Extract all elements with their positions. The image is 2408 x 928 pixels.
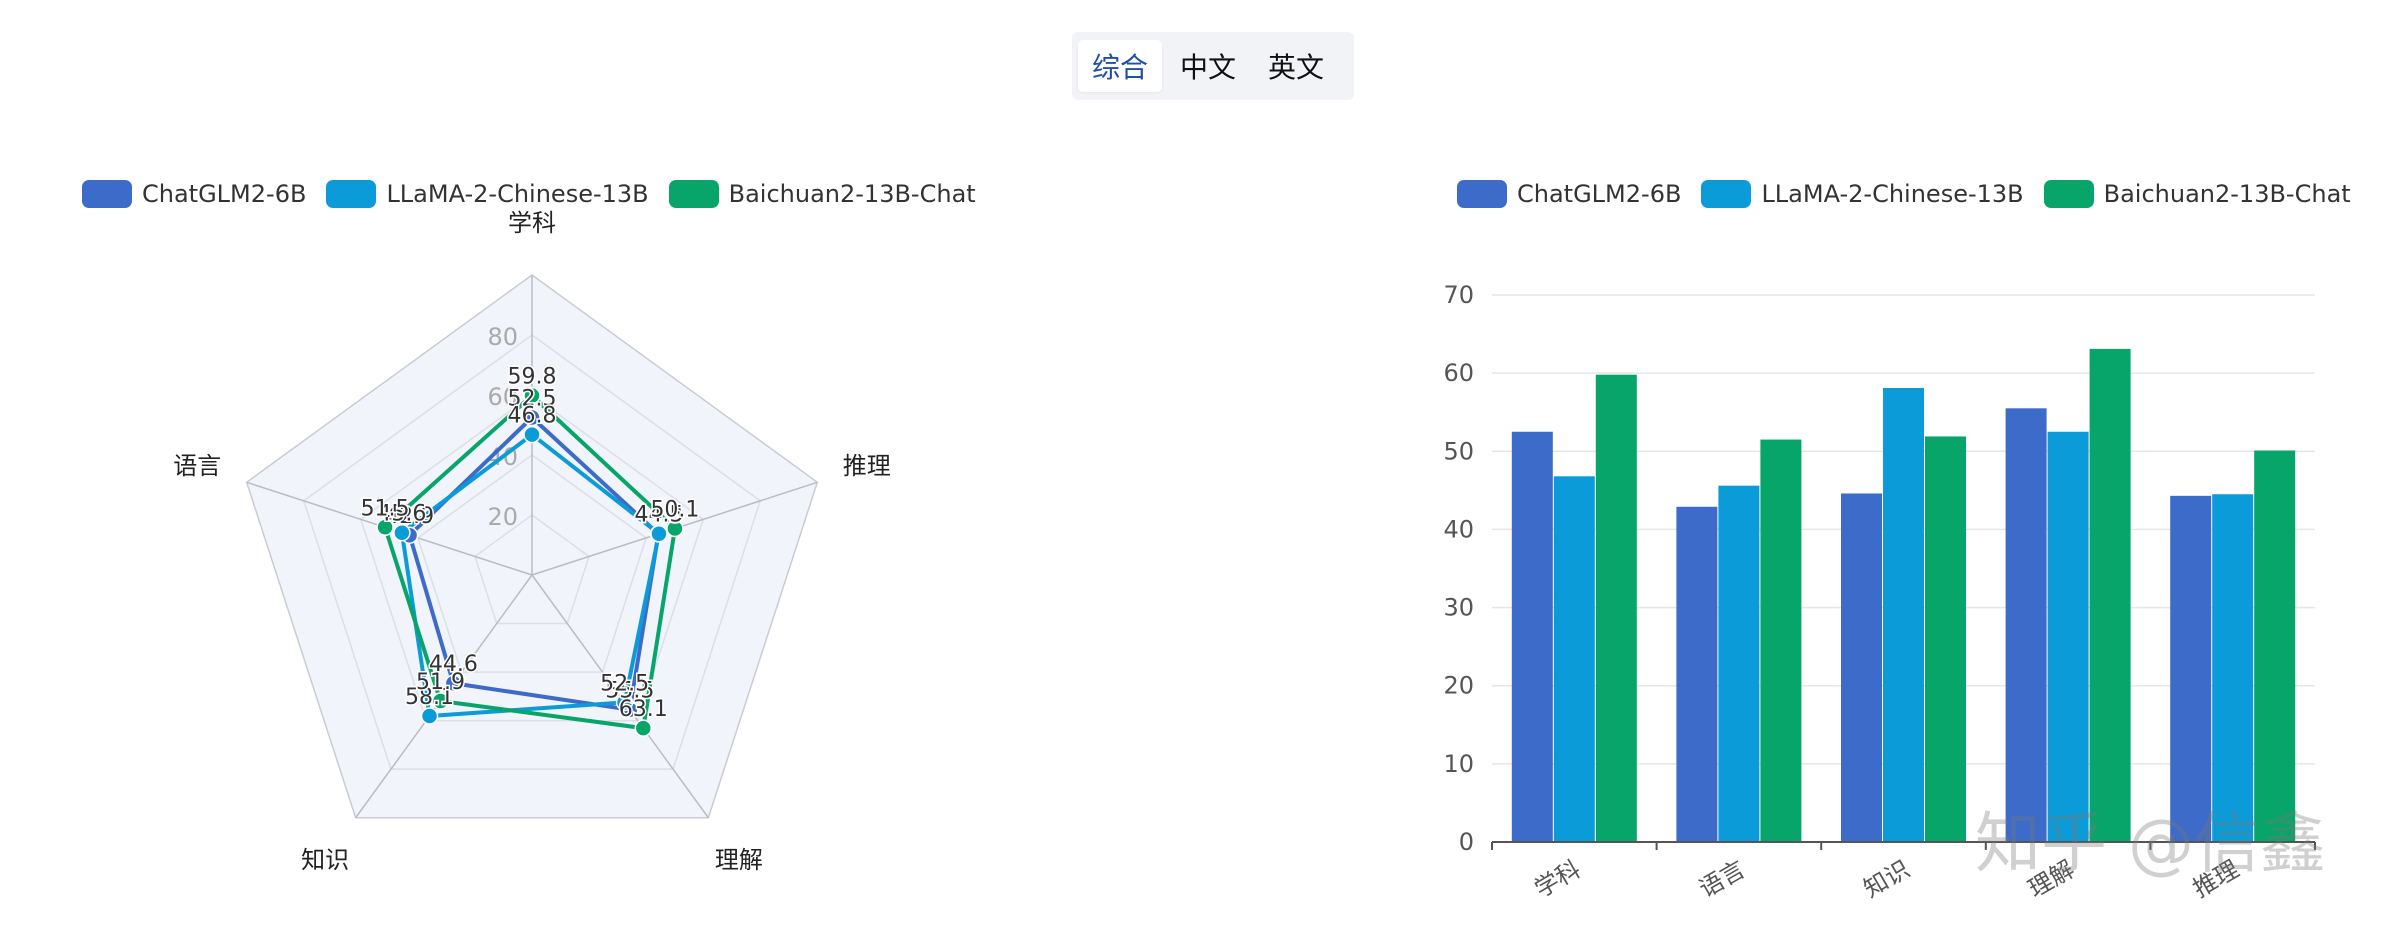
y-tick-label: 40 [1443,515,1474,543]
radar-value-label: 44.6 [429,652,478,677]
radar-value-label: 45.6 [377,502,426,527]
y-tick-label: 10 [1443,750,1474,778]
legend-label: ChatGLM2-6B [1517,180,1682,208]
bar [2005,408,2047,842]
legend-swatch [1457,180,1507,208]
radar-ring [474,514,590,625]
radar-value-label: 44.5 [634,503,683,528]
y-tick-label: 0 [1459,828,1474,856]
watermark: 知乎 @信鑫 [1975,805,2326,882]
tab-english[interactable]: 英文 [1268,51,1325,84]
bar [2170,495,2212,842]
radar-axis-label: 知识 [301,846,349,874]
radar-ring [302,334,762,770]
legend-item-llama2-chinese[interactable]: LLaMA-2-Chinese-13B [1701,180,2024,208]
radar-axis-label: 语言 [173,452,221,480]
radar-point [420,707,439,725]
bar [2212,494,2254,842]
radar-value-label: 44.3 [634,503,683,528]
radar-axis-label: 理解 [715,846,763,874]
radar-ring [416,454,648,673]
radar-value-label: 55.5 [605,679,654,704]
bar [1718,485,1760,842]
bar [1511,431,1553,842]
bar [2047,431,2089,842]
radar-value-label: 63.1 [619,697,668,722]
legend-swatch [2043,180,2094,208]
radar-point [615,693,634,712]
radar-point [634,719,653,737]
x-tick-label: 语言 [1694,855,1750,903]
bar [1553,476,1595,842]
radar-value-label: 42.9 [385,504,434,529]
y-tick-label: 70 [1443,281,1474,309]
bar [1883,387,1924,842]
bar-legend: ChatGLM2-6B LLaMA-2-Chinese-13B Baichuan… [1457,180,2351,208]
radar-value-label: 50.1 [650,498,699,523]
tab-overall[interactable]: 综合 [1078,40,1163,92]
radar-value-label: 59.8 [508,365,557,390]
x-tick-label: 学科 [1530,855,1586,903]
y-tick-label: 20 [1443,672,1474,700]
radar-point [431,692,450,710]
radar-value-label: 58.1 [405,685,454,710]
legend-item-llama2-chinese[interactable]: LLaMA-2-Chinese-13B [326,180,649,208]
radar-point [666,519,684,538]
radar-series-line [399,432,661,719]
radar-axis-label: 学科 [508,209,556,237]
legend-swatch [668,180,719,208]
x-tick-label: 知识 [1859,855,1915,903]
bar [1595,374,1637,842]
legend-item-baichuan2[interactable]: Baichuan2-13B-Chat [2043,180,2351,208]
legend-swatch [82,180,132,208]
bar [1925,436,1966,842]
radar-axis-label: 推理 [843,452,891,480]
radar-tick-label: 80 [487,323,518,351]
radar-value-label: 52.5 [600,671,649,696]
y-tick-label: 60 [1443,359,1474,387]
radar-value-label: 51.5 [361,496,410,521]
bar [2254,450,2296,842]
radar-series-line [383,393,677,731]
radar-ring [359,394,705,722]
radar-point [523,386,541,405]
tab-chinese[interactable]: 中文 [1180,51,1237,84]
bar [1760,439,1802,842]
radar-point [650,524,668,543]
radar-point [523,408,541,427]
legend-swatch [326,180,377,208]
radar-point [444,674,463,692]
radar-legend: ChatGLM2-6B LLaMA-2-Chinese-13B Baichuan… [82,180,976,208]
legend-label: Baichuan2-13B-Chat [728,180,976,208]
radar-value-label: 52.5 [508,387,557,412]
radar-point [523,425,541,444]
legend-item-chatglm2[interactable]: ChatGLM2-6B [82,180,306,208]
legend-item-chatglm2[interactable]: ChatGLM2-6B [1457,180,1681,208]
bar [1841,493,1882,842]
legend-label: LLaMA-2-Chinese-13B [386,180,649,208]
view-tabs: 综合 中文 英文 [1072,32,1354,100]
legend-label: LLaMA-2-Chinese-13B [1761,180,2024,208]
bar [2089,348,2131,842]
radar-ring [245,274,819,819]
radar-chart: 20406080学科推理理解知识语言52.544.355.544.642.946… [173,209,891,874]
legend-label: ChatGLM2-6B [142,180,307,208]
radar-value-label: 46.8 [508,404,557,429]
bar [1676,506,1718,842]
radar-value-label: 51.9 [416,670,465,695]
legend-label: Baichuan2-13B-Chat [2103,180,2351,208]
legend-item-baichuan2[interactable]: Baichuan2-13B-Chat [668,180,976,208]
y-tick-label: 50 [1443,437,1474,465]
radar-tick-label: 60 [487,383,518,411]
radar-point [376,518,394,537]
legend-swatch [1701,180,1752,208]
radar-point [393,523,411,542]
radar-tick-label: 20 [487,503,518,531]
y-tick-label: 30 [1443,594,1474,622]
